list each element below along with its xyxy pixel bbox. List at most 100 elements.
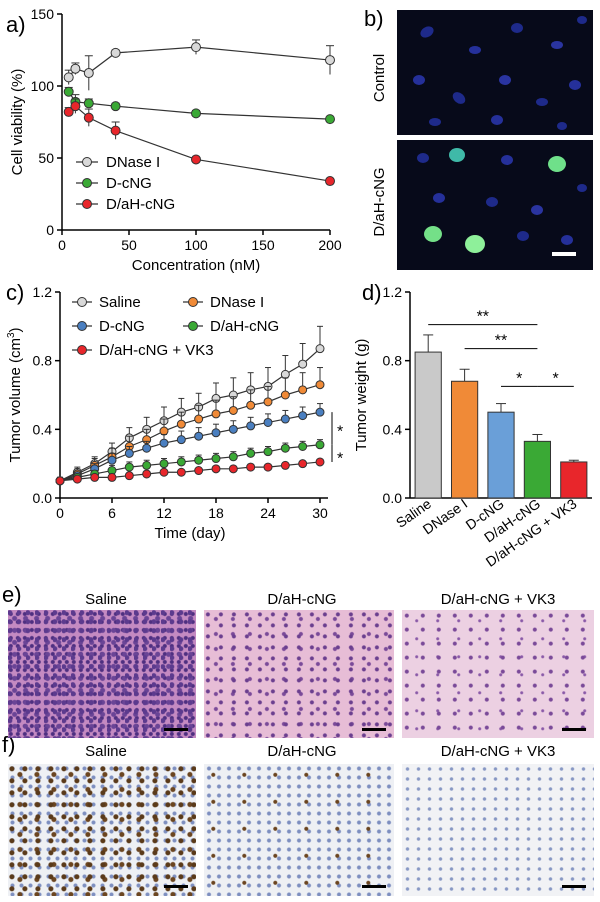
c-series-line-2 <box>59 411 321 482</box>
a-point-0-0 <box>63 72 74 83</box>
c-series-line-0 <box>59 348 321 482</box>
scale-bar-b <box>552 252 576 256</box>
c-point-2-10 <box>228 424 238 434</box>
c-series-line-1 <box>59 384 321 482</box>
a-legend-label-0: DNase I <box>106 154 160 171</box>
d-sig-label-2: * <box>516 370 522 387</box>
a-legend-label-1: D-cNG <box>106 175 152 192</box>
a-legend-label-2: D/aH-cNG <box>106 196 175 213</box>
c-point-4-11 <box>246 462 256 472</box>
a-ytick-label-0: 0 <box>46 222 54 238</box>
d-ytick-label-1: 0.4 <box>383 421 403 437</box>
c-point-2-7 <box>176 435 186 445</box>
panel-b-treated-label: D/aH-cNG <box>371 167 388 236</box>
d-bar-2 <box>487 411 515 499</box>
a-y-axis-label: Cell viability (%) <box>9 69 26 176</box>
c-y-label-main: Tumor volume (cm <box>7 338 24 462</box>
d-bar-0 <box>414 351 442 499</box>
a-xtick-label-2: 100 <box>184 237 208 253</box>
c-legend-marker-3 <box>188 321 198 331</box>
a-ytick-label-1: 50 <box>38 150 54 166</box>
panel-e-title-1: Saline <box>85 591 127 608</box>
c-legend-marker-4 <box>77 345 87 355</box>
c-xtick-label-5: 30 <box>312 505 328 521</box>
a-point-0-5 <box>325 55 335 66</box>
a-point-2-5 <box>325 176 335 187</box>
c-y-label-end: ) <box>7 327 24 332</box>
ihc-image-treated-vk3 <box>402 764 594 896</box>
c-point-2-12 <box>263 417 273 427</box>
ihc-image-saline <box>8 764 196 896</box>
a-legend-marker-2 <box>82 199 92 209</box>
c-point-2-14 <box>298 411 308 421</box>
fluorescence-image-control <box>397 10 593 135</box>
a-xtick-label-4: 200 <box>318 237 342 253</box>
c-point-2-9 <box>211 428 221 438</box>
c-point-0-13 <box>280 369 290 379</box>
scale-bar-f3 <box>562 885 586 888</box>
c-point-4-6 <box>159 467 169 477</box>
c-point-4-15 <box>315 457 325 467</box>
a-point-1-0 <box>63 86 74 97</box>
c-point-3-15 <box>315 440 325 450</box>
panel-label-b: b) <box>364 6 384 31</box>
c-point-3-12 <box>263 447 273 457</box>
c-xtick-label-1: 6 <box>108 505 116 521</box>
c-point-3-13 <box>280 443 290 453</box>
d-bar-3 <box>523 440 552 499</box>
c-legend-label-1: DNase I <box>210 294 264 311</box>
a-point-2-1 <box>70 101 81 112</box>
a-point-1-5 <box>325 114 335 125</box>
a-point-2-0 <box>63 106 74 117</box>
c-point-1-7 <box>176 419 186 429</box>
c-point-4-7 <box>176 467 186 477</box>
c-point-1-14 <box>298 385 308 395</box>
a-xtick-label-0: 0 <box>58 237 66 253</box>
a-point-2-4 <box>191 154 201 165</box>
scale-bar-e2 <box>362 728 386 731</box>
panel-f-title-1: Saline <box>85 743 127 760</box>
c-point-4-1 <box>72 474 82 484</box>
c-point-3-8 <box>194 455 204 465</box>
a-point-2-3 <box>110 125 121 136</box>
d-y-axis-label: Tumor weight (g) <box>353 339 370 452</box>
c-series-line-4 <box>59 461 321 482</box>
a-x-axis-label: Concentration (nM) <box>132 257 260 274</box>
a-point-0-1 <box>70 63 81 74</box>
c-point-4-9 <box>211 464 221 474</box>
c-legend-marker-1 <box>188 297 198 307</box>
panel-e-title-3: D/aH-cNG + VK3 <box>441 591 556 608</box>
a-point-0-3 <box>110 47 121 58</box>
c-point-4-0 <box>55 476 65 486</box>
c-legend-marker-0 <box>77 297 87 307</box>
c-sig-label-0: * <box>337 423 343 440</box>
c-legend-marker-2 <box>77 321 87 331</box>
a-point-1-4 <box>191 108 201 119</box>
a-legend-marker-1 <box>82 178 92 188</box>
c-point-4-13 <box>280 460 290 470</box>
a-ytick-label-2: 100 <box>31 78 55 94</box>
c-point-2-6 <box>159 438 169 448</box>
c-point-4-8 <box>194 466 204 476</box>
c-point-1-9 <box>211 409 221 419</box>
a-xtick-label-1: 50 <box>121 237 137 253</box>
he-image-treated <box>204 610 394 738</box>
c-point-2-4 <box>124 448 134 458</box>
a-ytick-label-3: 150 <box>31 6 55 22</box>
c-ytick-label-2: 0.8 <box>33 353 53 369</box>
c-point-2-8 <box>194 431 204 441</box>
d-sig-label-0: ** <box>477 309 489 326</box>
a-series-line-0 <box>68 46 331 78</box>
a-point-0-2 <box>83 68 94 79</box>
c-point-3-11 <box>246 448 256 458</box>
c-point-2-13 <box>280 414 290 424</box>
a-point-0-4 <box>191 42 201 53</box>
c-point-1-11 <box>246 400 256 410</box>
c-y-label-sup: 3 <box>6 332 17 338</box>
c-legend-label-2: D-cNG <box>99 318 145 335</box>
scale-bar-f1 <box>164 885 188 888</box>
fluorescence-image-treated <box>397 140 593 270</box>
c-point-2-5 <box>142 443 152 453</box>
panel-label-e: e) <box>2 582 22 607</box>
